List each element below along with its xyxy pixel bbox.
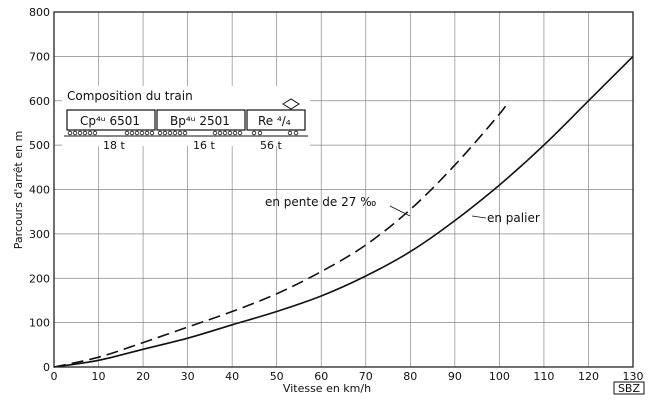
- x-tick-label-1: 10: [92, 370, 106, 383]
- x-tick-label-12: 120: [578, 370, 599, 383]
- series-lines: [53, 55, 634, 368]
- x-tick-label-2: 20: [136, 370, 150, 383]
- y-tick-label-5: 500: [29, 139, 50, 152]
- train-car-2-label: Bp⁴ᵘ 2501: [170, 114, 230, 128]
- train-car-1: Cp⁴ᵘ 6501 18 t: [66, 109, 156, 152]
- tick-labels: 0 10 20 30 40 50 60 70 80 90 100 110 120 130 0 100 200 30…: [29, 6, 644, 383]
- x-tick-label-6: 60: [314, 370, 328, 383]
- sbz-badge-text: SBZ: [618, 382, 641, 395]
- train-car-3-label: Re ⁴/₄: [258, 114, 291, 128]
- x-tick-label-5: 50: [270, 370, 284, 383]
- x-axis-label: Vitesse en km/h: [283, 382, 371, 395]
- y-tick-label-7: 700: [29, 50, 50, 63]
- label-en-pente: en pente de 27 ‰: [265, 195, 376, 209]
- label-en-palier: en palier: [487, 211, 540, 225]
- y-axis-label: Parcours d'arrêt en m: [12, 131, 25, 250]
- train-car-1-weight: 18 t: [103, 139, 125, 152]
- y-tick-label-1: 100: [29, 317, 50, 330]
- x-tick-label-10: 100: [489, 370, 510, 383]
- series-line-en-pente: [53, 100, 509, 368]
- x-tick-label-9: 90: [448, 370, 462, 383]
- train-car-1-label: Cp⁴ᵘ 6501: [80, 114, 140, 128]
- series-line-en-palier: [53, 55, 634, 368]
- y-tick-label-6: 600: [29, 95, 50, 108]
- y-tick-label-8: 800: [29, 6, 50, 19]
- x-tick-label-7: 70: [359, 370, 373, 383]
- train-car-2: Bp⁴ᵘ 2501 16 t: [156, 109, 246, 152]
- pantograph-icon: [282, 98, 300, 110]
- train-title: Composition du train: [67, 89, 193, 103]
- x-tick-label-0: 0: [51, 370, 58, 383]
- x-tick-label-3: 30: [181, 370, 195, 383]
- x-tick-label-8: 80: [403, 370, 417, 383]
- y-tick-label-0: 0: [43, 361, 50, 374]
- y-tick-label-3: 300: [29, 228, 50, 241]
- train-composition: Composition du train Cp⁴ᵘ 6501 18 t Bp⁴ᵘ…: [62, 86, 310, 152]
- y-tick-label-2: 200: [29, 272, 50, 285]
- plot-frame: [53, 11, 634, 368]
- x-tick-label-13: 130: [623, 370, 644, 383]
- grid-lines: [53, 11, 634, 368]
- x-tick-label-11: 110: [533, 370, 554, 383]
- train-car-2-weight: 16 t: [193, 139, 215, 152]
- leader-palier: [471, 215, 487, 219]
- train-car-3: Re ⁴/₄ 56 t: [246, 109, 306, 152]
- x-tick-label-4: 40: [225, 370, 239, 383]
- train-car-3-weight: 56 t: [260, 139, 282, 152]
- sbz-badge: SBZ: [613, 381, 645, 395]
- y-tick-label-4: 400: [29, 184, 50, 197]
- leader-pente: [389, 205, 411, 217]
- train-wheels-icon: [67, 130, 299, 136]
